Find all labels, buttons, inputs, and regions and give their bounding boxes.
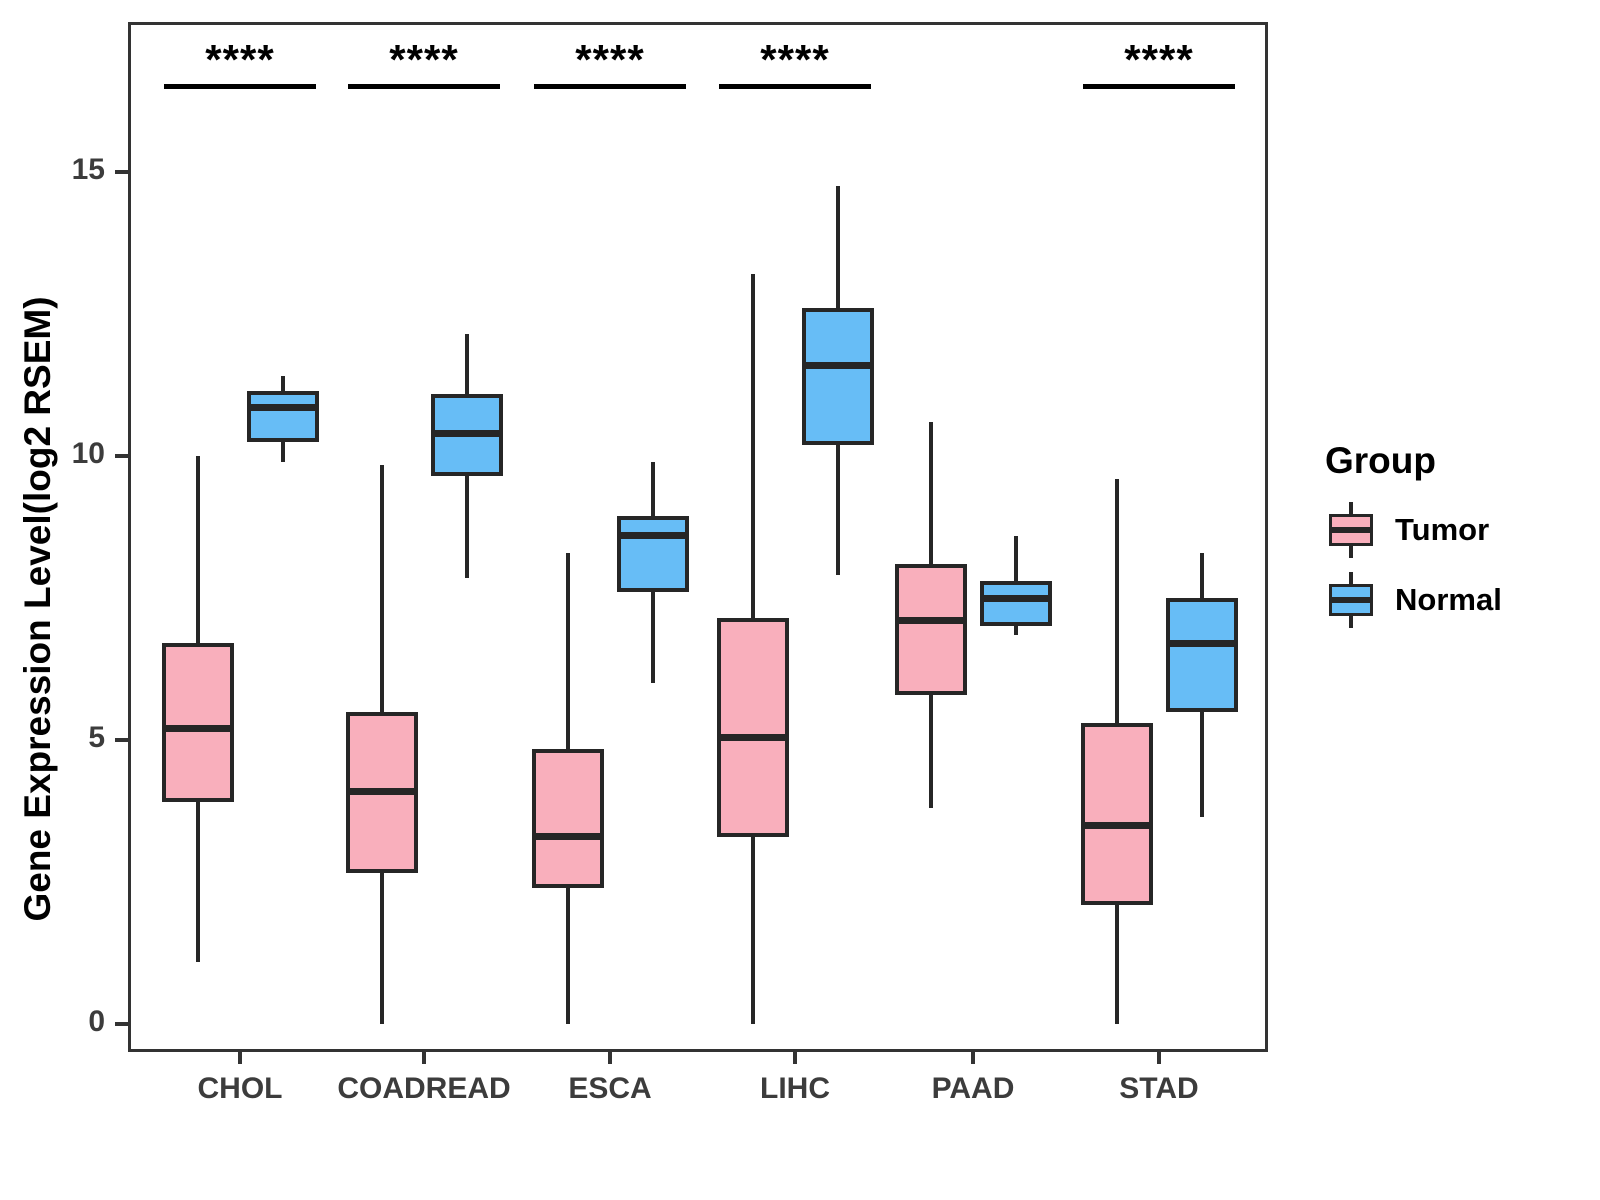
sig-stars-ESCA: **** (575, 36, 645, 83)
median-Tumor-COADREAD (345, 787, 418, 795)
legend-key-Normal-icon (1325, 572, 1377, 628)
x-tick-mark-COADREAD (422, 1052, 426, 1064)
lower-whisker-Normal-CHOL (280, 441, 285, 462)
x-label-LIHC: LIHC (760, 1072, 830, 1105)
upper-whisker-Tumor-ESCA (565, 552, 570, 749)
legend-label-Normal: Normal (1395, 582, 1502, 617)
median-Tumor-STAD (1080, 821, 1153, 829)
lower-whisker-Tumor-LIHC (750, 836, 755, 1024)
upper-whisker-Normal-ESCA (650, 461, 655, 516)
lower-whisker-Tumor-PAAD (928, 694, 933, 809)
box-Tumor-PAAD (894, 563, 967, 695)
x-label-COADREAD: COADREAD (337, 1072, 511, 1105)
box-Normal-PAAD (979, 580, 1052, 627)
median-Tumor-CHOL (161, 725, 234, 733)
x-label-ESCA: ESCA (568, 1072, 652, 1105)
sig-bar-COADREAD (348, 84, 500, 89)
sig-bar-CHOL (164, 84, 316, 89)
lower-whisker-Tumor-CHOL (195, 802, 200, 962)
x-label-PAAD: PAAD (931, 1072, 1015, 1105)
median-Tumor-LIHC (716, 733, 789, 741)
legend-entry-Tumor: Tumor (1325, 502, 1489, 558)
lower-whisker-Tumor-STAD (1114, 904, 1119, 1024)
box-Tumor-LIHC (716, 617, 789, 837)
box-Tumor-ESCA (531, 748, 604, 888)
box-Tumor-STAD (1080, 722, 1153, 905)
upper-whisker-Tumor-LIHC (750, 274, 755, 618)
box-Normal-CHOL (246, 390, 319, 442)
x-label-CHOL: CHOL (197, 1072, 283, 1105)
y-tick-mark-0 (115, 1022, 128, 1026)
y-tick-label-10: 10 (71, 437, 105, 471)
y-tick-label-15: 15 (71, 153, 105, 187)
sig-bar-LIHC (719, 84, 871, 89)
sig-stars-COADREAD: **** (389, 36, 459, 83)
box-Tumor-CHOL (161, 643, 234, 803)
y-tick-label-0: 0 (88, 1005, 105, 1039)
y-tick-mark-5 (115, 738, 128, 742)
lower-whisker-Normal-STAD (1199, 711, 1204, 817)
upper-whisker-Tumor-PAAD (928, 421, 933, 564)
sig-stars-LIHC: **** (760, 36, 830, 83)
sig-bar-ESCA (534, 84, 686, 89)
upper-whisker-Normal-CHOL (280, 376, 285, 391)
y-tick-label-5: 5 (88, 721, 105, 755)
median-Tumor-PAAD (894, 617, 967, 625)
lower-whisker-Tumor-COADREAD (379, 873, 384, 1024)
x-tick-mark-LIHC (793, 1052, 797, 1064)
legend-title: Group (1325, 440, 1436, 481)
x-label-STAD: STAD (1119, 1072, 1199, 1105)
sig-stars-CHOL: **** (205, 36, 275, 83)
lower-whisker-Normal-COADREAD (464, 475, 469, 579)
legend: Group Tumor Normal (1325, 440, 1585, 660)
median-Normal-CHOL (246, 404, 319, 412)
median-Tumor-ESCA (531, 833, 604, 841)
x-tick-mark-CHOL (238, 1052, 242, 1064)
median-Normal-ESCA (616, 532, 689, 540)
y-axis-title: Gene Expression Level(log2 RSEM) (17, 296, 58, 922)
lower-whisker-Normal-PAAD (1013, 626, 1018, 635)
upper-whisker-Tumor-CHOL (195, 456, 200, 644)
median-Normal-PAAD (979, 594, 1052, 602)
upper-whisker-Normal-PAAD (1013, 535, 1018, 581)
plot-panel (128, 22, 1268, 1052)
sig-bar-STAD (1083, 84, 1235, 89)
box-Normal-LIHC (801, 308, 874, 445)
legend-label-Tumor: Tumor (1395, 512, 1490, 547)
lower-whisker-Normal-ESCA (650, 592, 655, 684)
legend-key-Tumor-icon (1325, 502, 1377, 558)
upper-whisker-Normal-COADREAD (464, 333, 469, 394)
median-Normal-LIHC (801, 361, 874, 369)
upper-whisker-Tumor-STAD (1114, 478, 1119, 723)
y-tick-mark-10 (115, 454, 128, 458)
median-Normal-STAD (1165, 639, 1238, 647)
median-Normal-COADREAD (430, 429, 503, 437)
upper-whisker-Tumor-COADREAD (379, 464, 384, 712)
upper-whisker-Normal-LIHC (835, 186, 840, 309)
x-tick-mark-STAD (1157, 1052, 1161, 1064)
x-tick-mark-PAAD (971, 1052, 975, 1064)
sig-stars-STAD: **** (1124, 36, 1194, 83)
y-tick-mark-15 (115, 170, 128, 174)
legend-entry-Normal: Normal (1325, 572, 1502, 628)
lower-whisker-Normal-LIHC (835, 444, 840, 576)
x-tick-mark-ESCA (608, 1052, 612, 1064)
box-Normal-ESCA (616, 515, 689, 593)
lower-whisker-Tumor-ESCA (565, 887, 570, 1024)
upper-whisker-Normal-STAD (1199, 552, 1204, 598)
box-Normal-STAD (1165, 598, 1238, 712)
